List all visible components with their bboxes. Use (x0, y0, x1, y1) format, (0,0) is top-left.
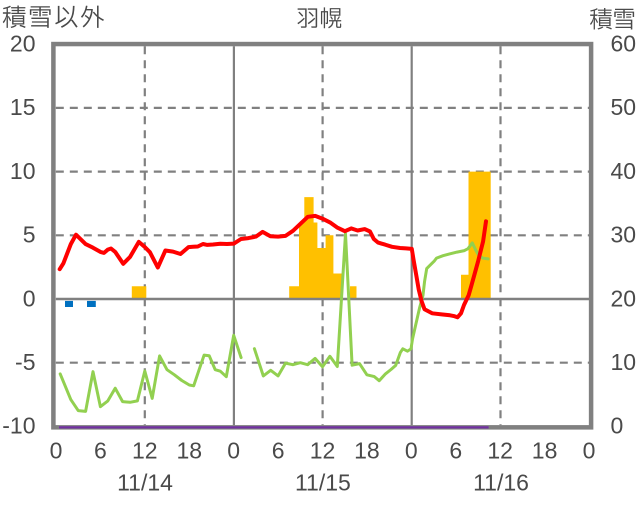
svg-text:18: 18 (354, 438, 380, 464)
svg-text:15: 15 (10, 94, 36, 120)
svg-text:6: 6 (94, 438, 107, 464)
svg-text:30: 30 (611, 222, 636, 248)
svg-text:12: 12 (310, 438, 336, 464)
svg-text:20: 20 (611, 285, 636, 311)
svg-text:18: 18 (532, 438, 558, 464)
svg-text:5: 5 (23, 222, 36, 248)
svg-text:11/15: 11/15 (295, 470, 351, 496)
svg-text:-10: -10 (2, 413, 35, 439)
svg-text:0: 0 (23, 285, 36, 311)
svg-text:10: 10 (10, 158, 36, 184)
svg-text:11/14: 11/14 (117, 470, 173, 496)
svg-text:0: 0 (405, 438, 418, 464)
svg-text:0: 0 (611, 413, 624, 439)
svg-text:10: 10 (611, 349, 636, 375)
svg-text:-5: -5 (15, 349, 35, 375)
svg-text:0: 0 (227, 438, 240, 464)
svg-text:60: 60 (611, 31, 636, 57)
svg-text:40: 40 (611, 158, 636, 184)
svg-text:6: 6 (449, 438, 462, 464)
svg-text:18: 18 (177, 438, 203, 464)
svg-text:50: 50 (611, 94, 636, 120)
svg-text:6: 6 (272, 438, 285, 464)
svg-text:11/16: 11/16 (473, 470, 529, 496)
svg-text:12: 12 (132, 438, 158, 464)
svg-text:0: 0 (583, 438, 596, 464)
svg-text:12: 12 (487, 438, 513, 464)
svg-text:0: 0 (50, 438, 63, 464)
svg-text:20: 20 (10, 31, 36, 57)
